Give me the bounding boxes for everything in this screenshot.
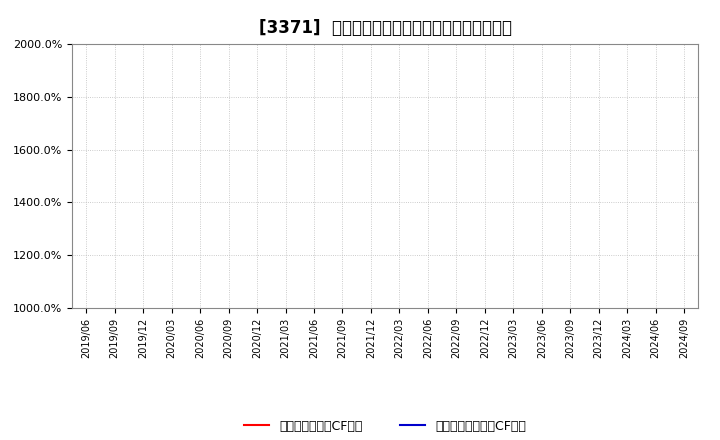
Title: [3371]  有利子負債キャッシュフロー比率の推移: [3371] 有利子負債キャッシュフロー比率の推移 [258, 19, 512, 37]
Legend: 有利子負債営業CF比率, 有利子負債フリーCF比率: 有利子負債営業CF比率, 有利子負債フリーCF比率 [239, 414, 531, 437]
